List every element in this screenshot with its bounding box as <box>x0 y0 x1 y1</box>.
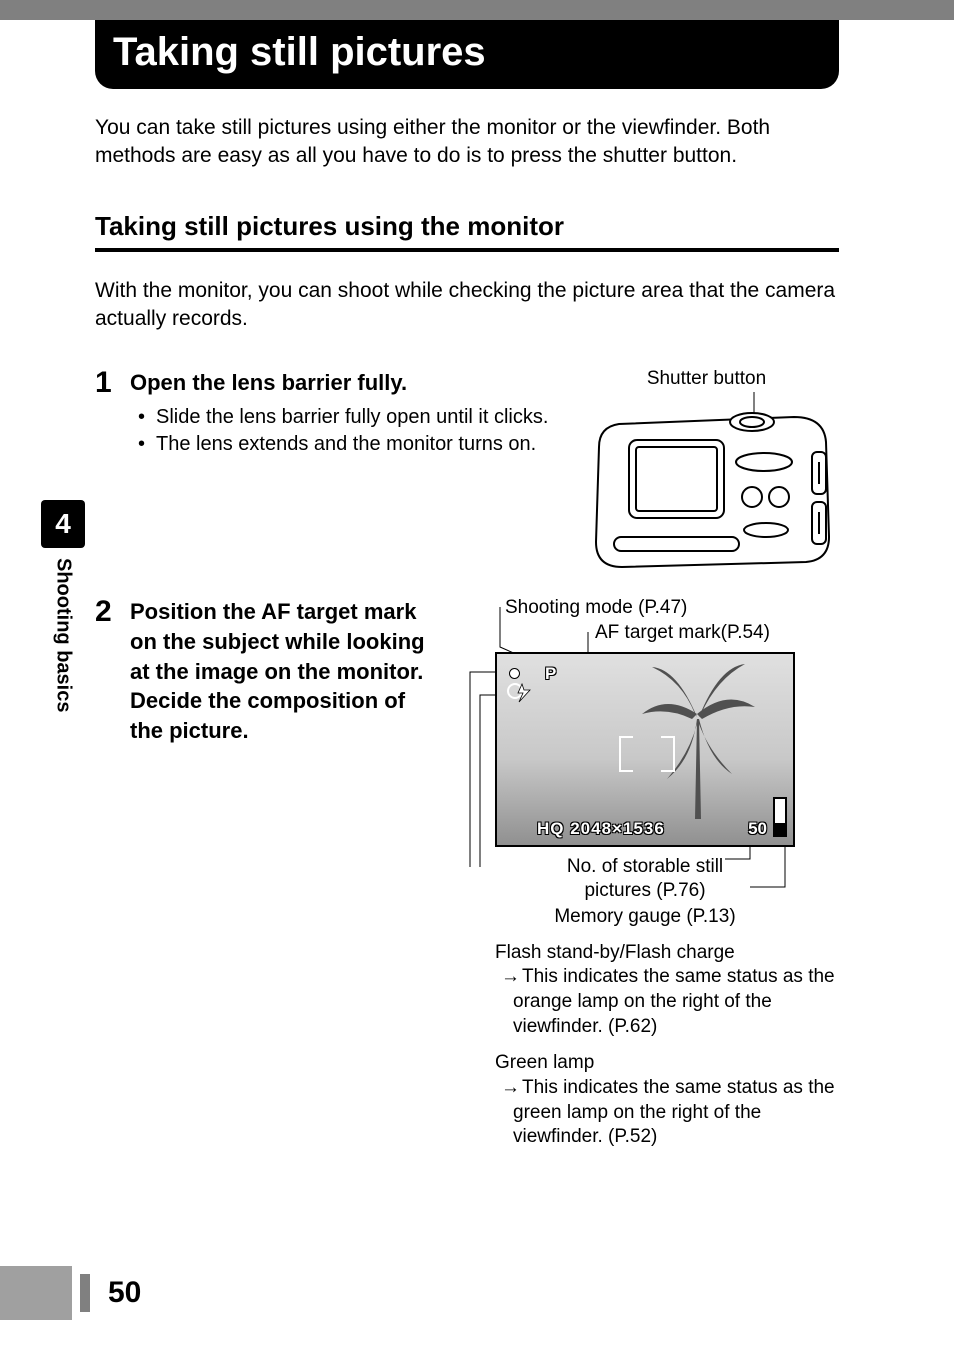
step-1-bullet: Slide the lens barrier fully open until … <box>138 404 554 431</box>
monitor-diagram: Shooting mode (P.47) AF target mark(P.54… <box>450 597 839 1150</box>
intro-text: You can take still pictures using either… <box>95 114 839 171</box>
callout-shooting-mode: Shooting mode (P.47) <box>505 597 687 620</box>
page-title: Taking still pictures <box>113 30 821 75</box>
picture-count: 50 <box>748 819 767 839</box>
camera-illustration: Shutter button <box>574 368 839 577</box>
green-lamp-icon <box>509 668 520 679</box>
chapter-number: 4 <box>41 500 85 548</box>
flash-note-title: Flash stand-by/Flash charge <box>495 941 839 966</box>
title-banner: Taking still pictures <box>95 20 839 89</box>
shutter-button-label: Shutter button <box>574 368 839 390</box>
step-1: 1 Open the lens barrier fully. Slide the… <box>95 368 839 577</box>
flash-note: Flash stand-by/Flash charge This indicat… <box>495 941 839 1040</box>
side-tab: 4 Shooting basics <box>41 500 85 712</box>
green-lamp-note-title: Green lamp <box>495 1051 839 1076</box>
flash-icon <box>506 682 532 704</box>
green-lamp-note-detail: This indicates the same status as the gr… <box>495 1076 839 1150</box>
footer-stub-icon <box>80 1274 90 1312</box>
page-number: 50 <box>108 1276 141 1310</box>
callout-memory-gauge: Memory gauge (P.13) <box>495 905 795 929</box>
step-2-title: Position the AF target mark on the subje… <box>130 597 430 1150</box>
footer-bar-icon <box>0 1266 72 1320</box>
green-lamp-note: Green lamp This indicates the same statu… <box>495 1051 839 1150</box>
page-footer: 50 <box>0 1266 141 1320</box>
monitor-screen: P <box>495 652 795 847</box>
step-number: 2 <box>95 597 130 627</box>
callout-af-target: AF target mark(P.54) <box>595 622 770 645</box>
section-intro: With the monitor, you can shoot while ch… <box>95 277 839 334</box>
af-target-mark-icon <box>619 736 675 772</box>
top-gray-bar <box>0 0 954 20</box>
flash-note-detail: This indicates the same status as the or… <box>495 965 839 1039</box>
step-2: 2 Position the AF target mark on the sub… <box>95 597 839 1150</box>
camera-icon <box>574 392 839 577</box>
section-heading: Taking still pictures using the monitor <box>95 211 839 252</box>
step-1-title: Open the lens barrier fully. <box>130 368 554 398</box>
step-number: 1 <box>95 368 130 398</box>
step-1-bullet: The lens extends and the monitor turns o… <box>138 431 554 458</box>
callout-storable: No. of storable still pictures (P.76) <box>495 855 795 903</box>
memory-gauge-icon <box>773 797 787 837</box>
side-label: Shooting basics <box>52 558 75 712</box>
shooting-mode-indicator: P <box>545 664 556 684</box>
resolution-indicator: HQ 2048×1536 <box>537 819 665 839</box>
